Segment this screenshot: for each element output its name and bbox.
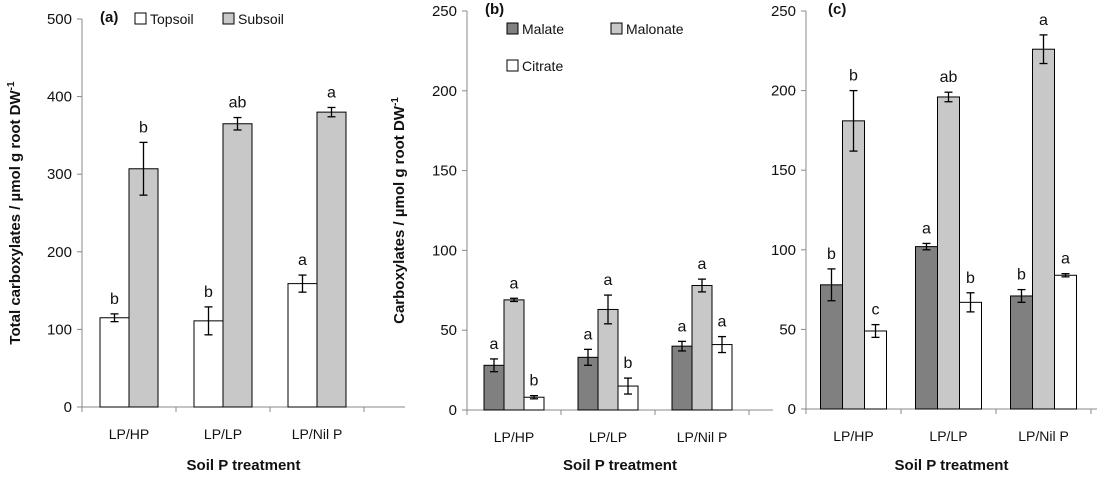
x-category-label: LP/Nil P <box>292 426 343 442</box>
y-tick-label: 500 <box>47 11 72 28</box>
significance-letter: a <box>298 252 307 269</box>
bar <box>691 285 713 411</box>
y-tick-label: 200 <box>47 244 72 261</box>
y-tick-label: 100 <box>771 242 796 259</box>
x-category-label: LP/HP <box>494 429 534 445</box>
chart-panel-a: 0 100 200 300 400 500 LP/HP LP/LP LP/Nil P b b b ab a… <box>6 9 405 474</box>
significance-letter: a <box>604 272 613 289</box>
x-axis-title: Soil P treatment <box>563 457 677 474</box>
bar <box>1032 48 1055 410</box>
significance-letter: b <box>110 291 119 308</box>
bar <box>671 345 693 411</box>
x-category-label: LP/Nil P <box>1018 428 1069 444</box>
legend-swatch <box>222 12 235 25</box>
bar <box>864 330 887 410</box>
bar <box>99 317 130 408</box>
bar <box>287 283 318 408</box>
significance-letter: a <box>584 326 593 343</box>
significance-letter: b <box>966 270 975 287</box>
significance-letter: a <box>922 220 931 237</box>
legend-label: Topsoil <box>150 11 194 27</box>
bar <box>842 120 865 410</box>
significance-letter: a <box>327 84 336 101</box>
panel-label: (b) <box>485 1 504 18</box>
legend-label: Malate <box>522 21 564 37</box>
y-tick-label: 50 <box>440 322 457 339</box>
significance-letter: b <box>827 246 836 263</box>
y-tick-label: 200 <box>432 83 457 100</box>
panel-label: (c) <box>828 1 846 18</box>
significance-letter: c <box>872 302 880 319</box>
x-category-label: LP/LP <box>589 429 627 445</box>
bar <box>222 123 253 408</box>
panel-label: (a) <box>100 9 118 26</box>
bar <box>959 301 982 410</box>
significance-letter: a <box>1039 12 1048 29</box>
significance-letter: ab <box>229 95 247 112</box>
significance-letter: a <box>490 336 499 353</box>
chart-panel-b: 0 50 100 150 200 250 LP/HP LP/LP LP/Nil P a a b a a b a… <box>390 1 773 474</box>
x-category-label: LP/Nil P <box>677 429 728 445</box>
legend-label: Subsoil <box>238 11 284 27</box>
legend-label: Citrate <box>522 58 563 74</box>
bar <box>711 344 733 411</box>
bar <box>597 308 619 411</box>
legend-swatch <box>506 22 519 35</box>
y-tick-label: 100 <box>47 321 72 338</box>
significance-letter: b <box>530 373 539 390</box>
y-axis-title: Total carboxylates / µmol g root DW-1 <box>6 81 24 345</box>
significance-letter: a <box>678 318 687 335</box>
y-tick-label: 200 <box>771 83 796 100</box>
y-axis-title: Carboxylates / µmol g root DW-1 <box>390 97 408 324</box>
y-tick-label: 150 <box>771 162 796 179</box>
y-tick-label: 100 <box>432 242 457 259</box>
x-category-label: LP/LP <box>929 428 967 444</box>
significance-letter: ab <box>940 69 958 86</box>
significance-letter: b <box>624 355 633 372</box>
y-tick-label: 0 <box>788 401 796 418</box>
bar <box>316 111 347 408</box>
y-tick-label: 0 <box>64 399 72 416</box>
x-axis-title: Soil P treatment <box>895 457 1009 474</box>
significance-letter: a <box>698 256 707 273</box>
y-tick-label: 400 <box>47 89 72 106</box>
bar <box>820 284 843 410</box>
legend-swatch <box>506 59 519 72</box>
y-tick-label: 250 <box>771 3 796 20</box>
significance-letter: a <box>718 314 727 331</box>
x-category-label: LP/HP <box>833 428 873 444</box>
significance-letter: b <box>1017 267 1026 284</box>
x-category-label: LP/LP <box>204 426 242 442</box>
significance-letter: b <box>139 119 148 136</box>
bar <box>937 96 960 410</box>
bar <box>128 168 159 408</box>
legend-swatch <box>610 22 623 35</box>
y-tick-label: 150 <box>432 163 457 180</box>
x-axis-title: Soil P treatment <box>187 457 301 474</box>
bar <box>915 246 938 410</box>
significance-letter: a <box>1061 251 1070 268</box>
legend-swatch <box>134 12 147 25</box>
y-tick-label: 250 <box>432 3 457 20</box>
significance-letter: a <box>510 275 519 292</box>
y-tick-label: 300 <box>47 166 72 183</box>
bar <box>503 299 525 411</box>
bar <box>1010 295 1033 410</box>
legend-label: Malonate <box>626 21 684 37</box>
bar <box>1054 274 1077 410</box>
y-tick-label: 0 <box>449 402 457 419</box>
y-tick-label: 50 <box>779 321 796 338</box>
x-category-label: LP/HP <box>109 426 149 442</box>
significance-letter: b <box>849 68 858 85</box>
significance-letter: b <box>204 284 213 301</box>
